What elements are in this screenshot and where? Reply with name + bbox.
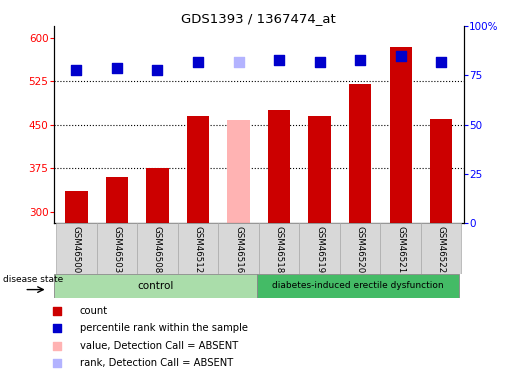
Bar <box>227 120 250 223</box>
Bar <box>178 223 218 274</box>
Point <box>275 57 283 63</box>
Point <box>316 58 324 64</box>
Text: GSM46500: GSM46500 <box>72 226 81 273</box>
Point <box>194 58 202 64</box>
Bar <box>430 119 452 223</box>
Text: count: count <box>80 306 108 316</box>
Point <box>53 325 61 331</box>
Bar <box>56 223 97 274</box>
Bar <box>268 110 290 223</box>
Text: disease state: disease state <box>3 275 63 284</box>
Point <box>356 57 364 63</box>
Text: GSM46522: GSM46522 <box>437 226 445 273</box>
Text: percentile rank within the sample: percentile rank within the sample <box>80 323 248 333</box>
Bar <box>389 46 412 223</box>
Text: GSM46512: GSM46512 <box>194 226 202 273</box>
Bar <box>106 177 128 223</box>
Point <box>113 64 121 70</box>
Text: GSM46521: GSM46521 <box>396 226 405 273</box>
Text: GSM46520: GSM46520 <box>356 226 365 273</box>
Point <box>153 67 162 73</box>
Bar <box>65 191 88 223</box>
Text: GSM46519: GSM46519 <box>315 226 324 273</box>
Bar <box>340 223 381 274</box>
Point <box>397 53 405 59</box>
Point <box>437 58 445 64</box>
Point <box>234 58 243 64</box>
Text: control: control <box>137 281 174 291</box>
Bar <box>137 223 178 274</box>
Bar <box>97 223 137 274</box>
Point <box>53 308 61 314</box>
Bar <box>259 223 299 274</box>
Bar <box>146 168 168 223</box>
Text: diabetes-induced erectile dysfunction: diabetes-induced erectile dysfunction <box>272 281 444 290</box>
Bar <box>218 223 259 274</box>
Bar <box>349 84 371 223</box>
Text: value, Detection Call = ABSENT: value, Detection Call = ABSENT <box>80 341 238 351</box>
Bar <box>257 274 459 298</box>
Text: GSM46518: GSM46518 <box>274 226 284 273</box>
Text: GSM46508: GSM46508 <box>153 226 162 273</box>
Text: GSM46503: GSM46503 <box>112 226 122 273</box>
Bar <box>381 223 421 274</box>
Bar <box>187 116 209 223</box>
Point <box>53 343 61 349</box>
Text: GSM46516: GSM46516 <box>234 226 243 273</box>
Bar <box>299 223 340 274</box>
Point <box>72 67 80 73</box>
Text: rank, Detection Call = ABSENT: rank, Detection Call = ABSENT <box>80 358 233 368</box>
Point <box>53 360 61 366</box>
Bar <box>308 116 331 223</box>
Bar <box>54 274 257 298</box>
Bar <box>421 223 461 274</box>
Title: GDS1393 / 1367474_at: GDS1393 / 1367474_at <box>181 12 336 25</box>
